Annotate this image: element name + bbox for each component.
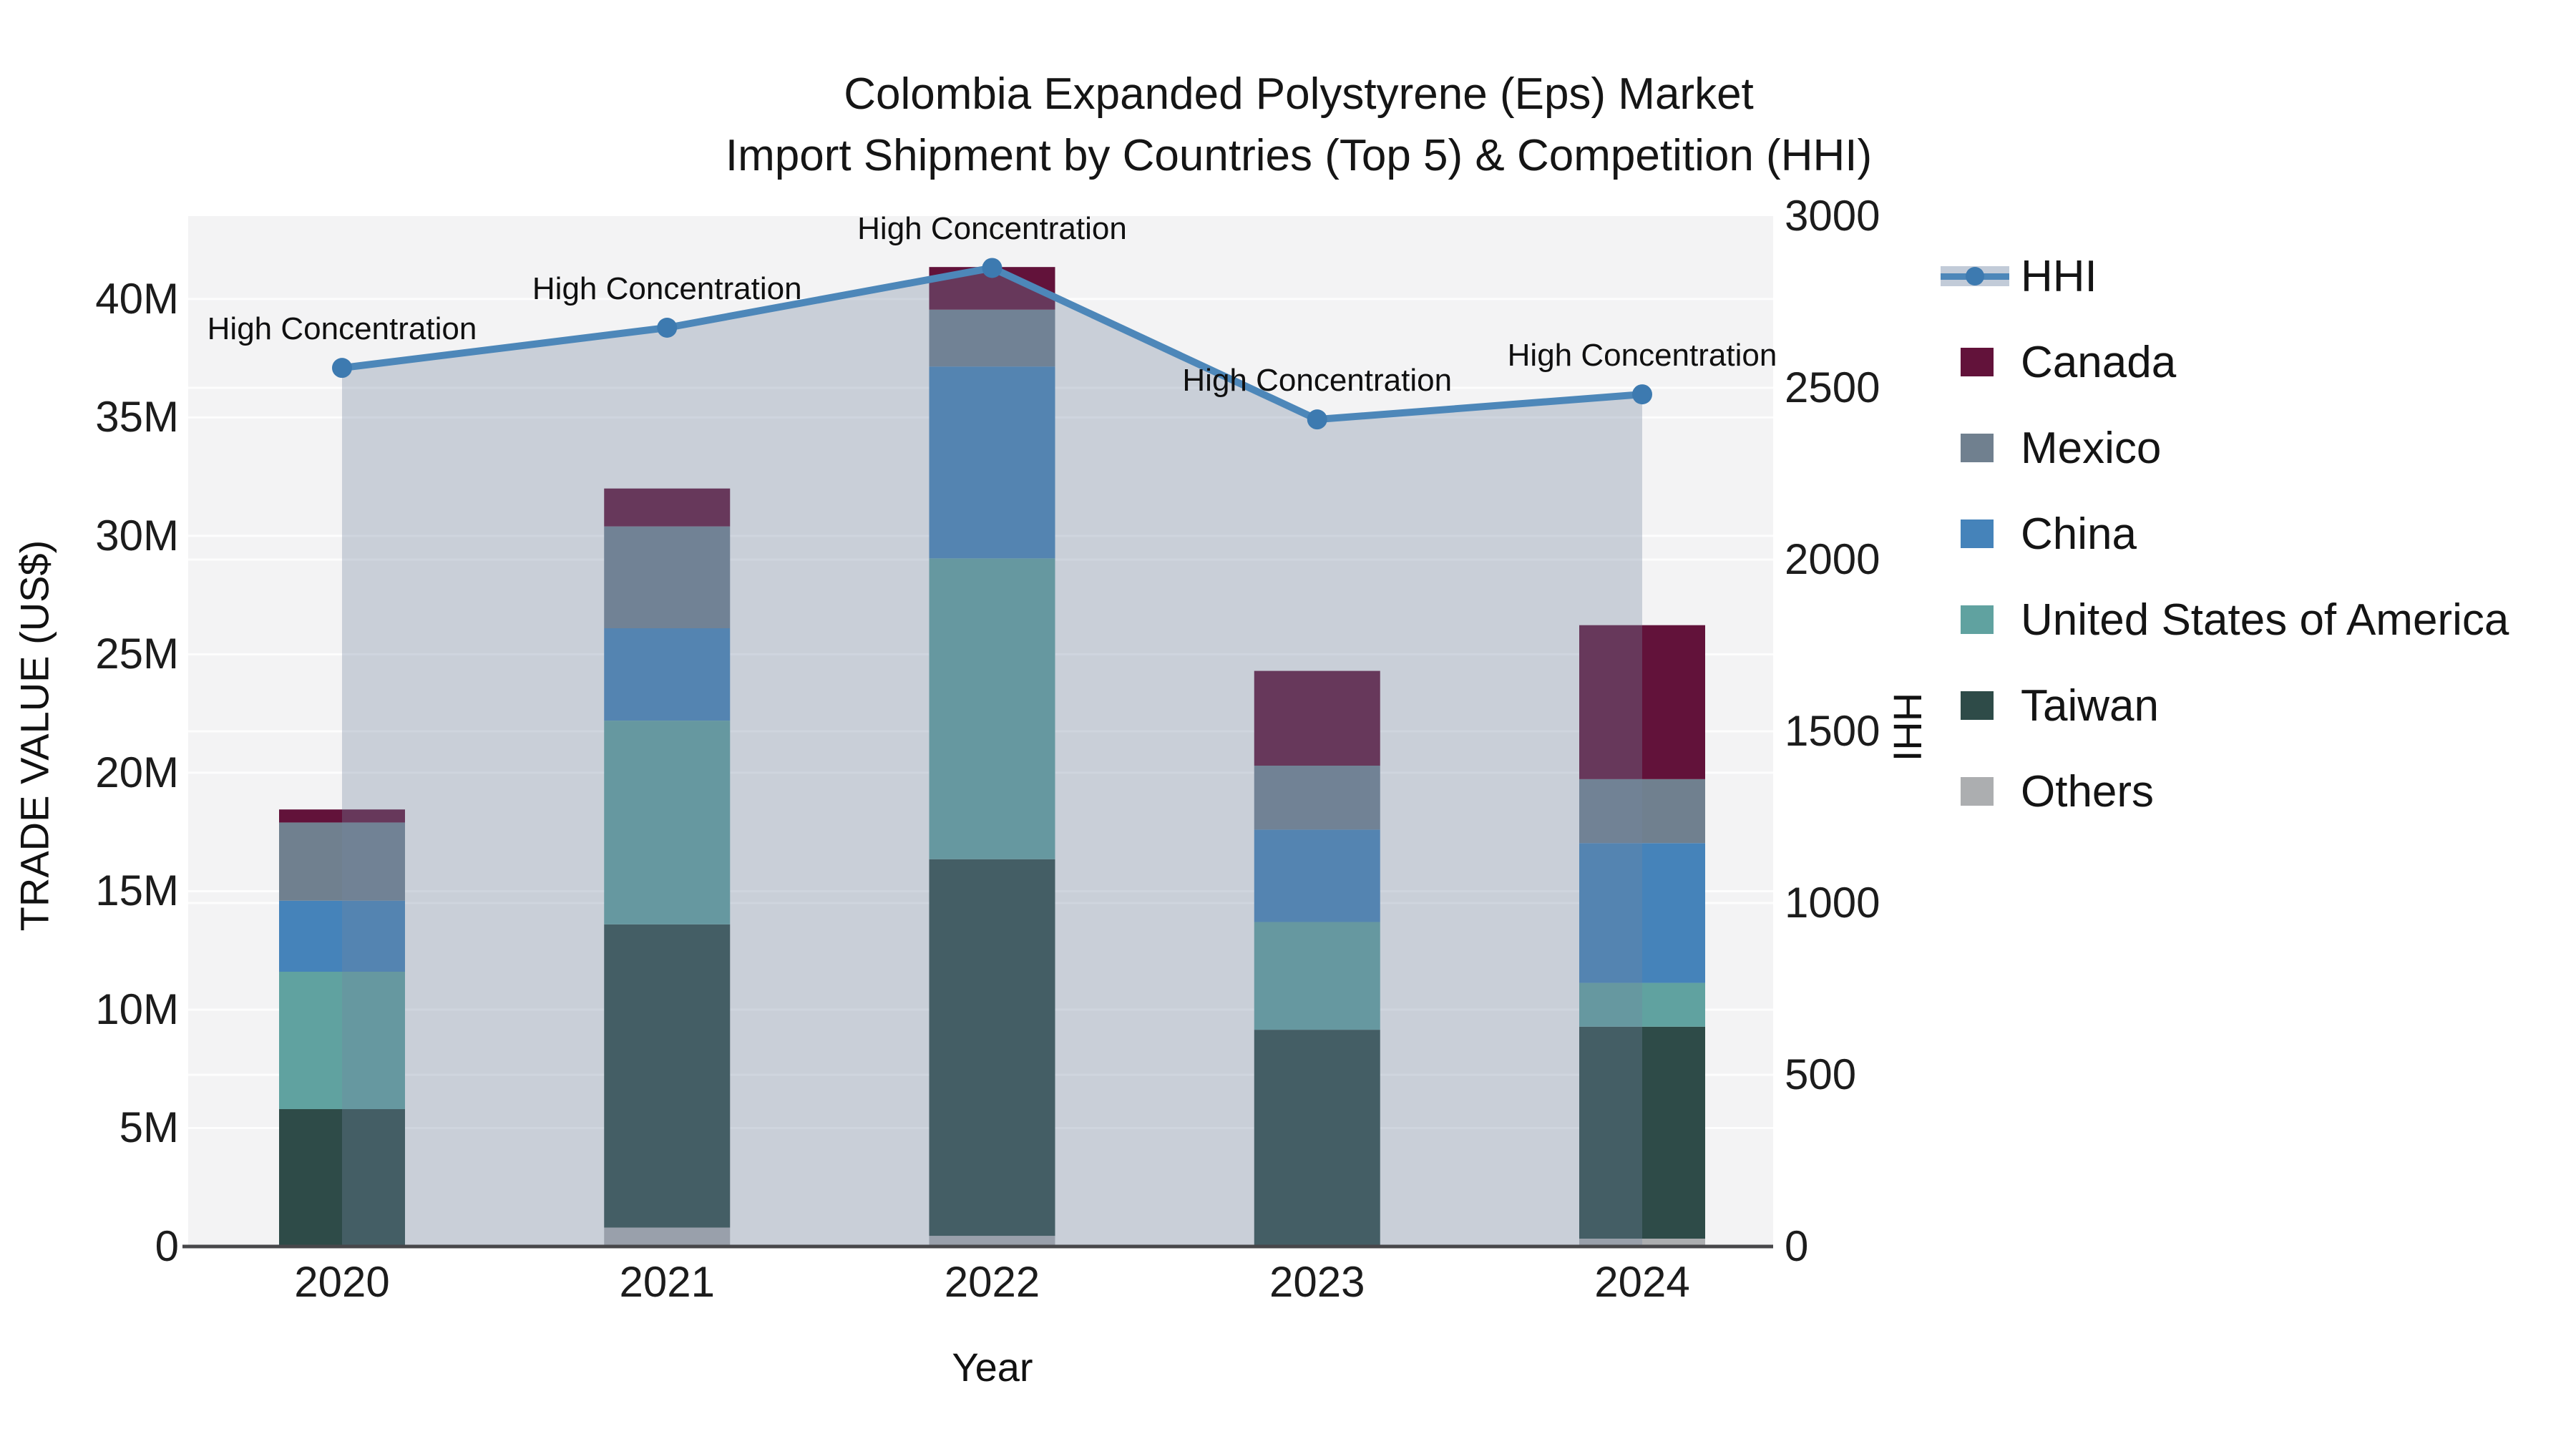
bar-segment-china-2022 — [929, 366, 1055, 559]
left-tick-30M: 30M — [95, 511, 179, 560]
bar-segment-china-2020 — [279, 900, 405, 972]
bar-segment-united-states-of-america-2021 — [604, 721, 731, 924]
bar-segment-taiwan-2024 — [1579, 1026, 1705, 1239]
legend-row-taiwan: Taiwan — [1941, 663, 2556, 748]
left-tick-10M: 10M — [95, 985, 179, 1033]
legend-row-mexico: Mexico — [1941, 405, 2556, 491]
hhi-line-swatch — [1941, 266, 2009, 286]
legend-label-china: China — [2021, 509, 2137, 559]
legend-label-hhi: HHI — [2021, 251, 2097, 301]
legend-label-mexico: Mexico — [2021, 423, 2162, 473]
chart-title-line1: Colombia Expanded Polystyrene (Eps) Mark… — [844, 69, 1754, 119]
right-tick-2500: 2500 — [1785, 364, 1880, 411]
legend-row-hhi: HHI — [1941, 233, 2556, 319]
bar-segment-taiwan-2020 — [279, 1109, 405, 1246]
right-tick-2000: 2000 — [1785, 535, 1880, 583]
x-tick-2021: 2021 — [619, 1258, 715, 1306]
right-tick-1000: 1000 — [1785, 879, 1880, 927]
legend-row-united-states-of-america: United States of America — [1941, 577, 2556, 663]
legend: HHI Canada Mexico China United States of Ame… — [1941, 233, 2556, 834]
bar-segment-canada-2021 — [604, 488, 731, 527]
legend-swatch-china — [1961, 519, 1994, 548]
right-tick-0: 0 — [1785, 1222, 1809, 1270]
hhi-marker-2023 — [1307, 409, 1327, 430]
x-tick-2020: 2020 — [294, 1258, 390, 1306]
legend-swatch-others — [1961, 777, 1994, 806]
left-tick-5M: 5M — [119, 1103, 179, 1152]
bar-segment-canada-2020 — [279, 809, 405, 823]
bar-segment-china-2021 — [604, 628, 731, 721]
bar-segment-canada-2023 — [1254, 670, 1380, 766]
annotation-high-concentration-2023: High Concentration — [1182, 363, 1453, 399]
left-tick-25M: 25M — [95, 630, 179, 678]
hhi-marker-2022 — [982, 258, 1002, 278]
bar-segment-others-2021 — [604, 1227, 731, 1246]
bar-segment-mexico-2020 — [279, 822, 405, 901]
legend-label-united-states-of-america: United States of America — [2021, 595, 2509, 645]
left-tick-35M: 35M — [95, 393, 179, 441]
legend-label-taiwan: Taiwan — [2021, 680, 2159, 731]
bar-segment-united-states-of-america-2023 — [1254, 922, 1380, 1030]
bar-segment-united-states-of-america-2020 — [279, 972, 405, 1109]
bar-segment-china-2023 — [1254, 829, 1380, 922]
left-tick-0: 0 — [155, 1222, 179, 1270]
bar-segment-taiwan-2022 — [929, 859, 1055, 1236]
left-tick-20M: 20M — [95, 748, 179, 796]
legend-row-others: Others — [1941, 748, 2556, 834]
chart-title-line2: Import Shipment by Countries (Top 5) & C… — [725, 131, 1873, 180]
hhi-marker-2020 — [332, 358, 352, 379]
bar-segment-canada-2024 — [1579, 625, 1705, 779]
left-tick-15M: 15M — [95, 867, 179, 915]
right-axis-title: HHI — [1885, 692, 1931, 762]
bar-segment-taiwan-2021 — [604, 924, 731, 1228]
legend-label-others: Others — [2021, 766, 2155, 816]
bar-segment-others-2024 — [1579, 1239, 1705, 1246]
x-tick-2023: 2023 — [1269, 1258, 1365, 1306]
legend-row-china: China — [1941, 491, 2556, 577]
right-tick-500: 500 — [1785, 1050, 1857, 1098]
annotation-high-concentration-2021: High Concentration — [532, 271, 802, 306]
right-tick-3000: 3000 — [1785, 192, 1880, 240]
legend-swatch-taiwan — [1961, 691, 1994, 720]
legend-swatch-canada — [1961, 348, 1994, 376]
x-tick-2022: 2022 — [944, 1258, 1040, 1306]
hhi-dot-glyph — [1966, 267, 1984, 286]
bar-segment-united-states-of-america-2024 — [1579, 982, 1705, 1027]
bar-segment-mexico-2021 — [604, 526, 731, 628]
bar-segment-others-2022 — [929, 1236, 1055, 1246]
bar-segment-mexico-2024 — [1579, 779, 1705, 844]
annotation-high-concentration-2020: High Concentration — [207, 311, 477, 347]
bar-segment-taiwan-2023 — [1254, 1030, 1380, 1246]
annotation-high-concentration-2022: High Concentration — [857, 211, 1127, 247]
right-tick-1500: 1500 — [1785, 707, 1880, 755]
legend-swatch-united-states-of-america — [1961, 605, 1994, 634]
bar-segment-united-states-of-america-2022 — [929, 558, 1055, 859]
annotation-high-concentration-2024: High Concentration — [1507, 338, 1777, 374]
bar-segment-mexico-2022 — [929, 309, 1055, 367]
legend-label-canada: Canada — [2021, 337, 2177, 387]
x-tick-2024: 2024 — [1594, 1258, 1690, 1306]
hhi-marker-2024 — [1632, 384, 1652, 405]
hhi-area-fill — [342, 268, 1642, 1247]
legend-row-canada: Canada — [1941, 319, 2556, 405]
legend-swatch-mexico — [1961, 434, 1994, 462]
hhi-marker-2021 — [657, 318, 678, 338]
bar-segment-china-2024 — [1579, 843, 1705, 983]
bar-segment-mexico-2023 — [1254, 766, 1380, 830]
x-axis-title: Year — [952, 1345, 1033, 1390]
left-tick-40M: 40M — [95, 274, 179, 323]
